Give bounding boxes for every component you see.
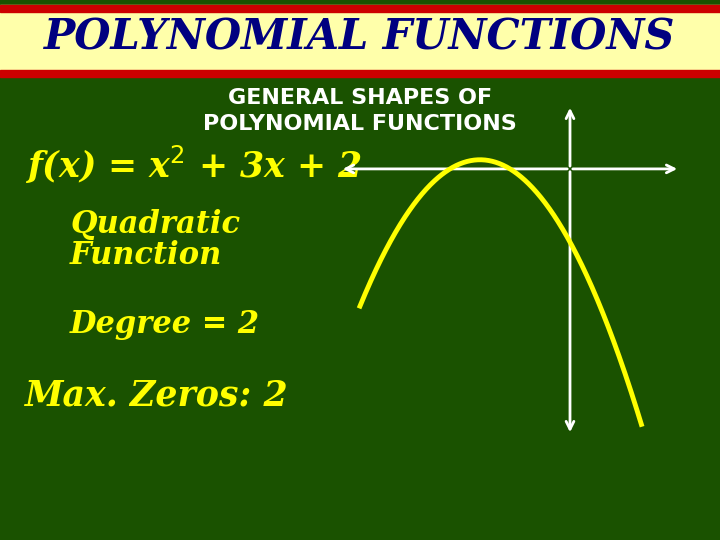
Bar (0, 5, 720, 70)
Text: Function: Function (70, 240, 222, 271)
Text: POLYNOMIAL FUNCTIONS: POLYNOMIAL FUNCTIONS (45, 17, 675, 58)
Bar (0, 5, 720, 12)
Text: Max. Zeros: 2: Max. Zeros: 2 (25, 378, 289, 412)
Text: f(x) = x$^2$ + 3x + 2: f(x) = x$^2$ + 3x + 2 (25, 144, 363, 186)
Text: Degree = 2: Degree = 2 (70, 309, 260, 341)
Text: Quadratic: Quadratic (70, 210, 240, 240)
Bar (0, 70, 720, 77)
Text: GENERAL SHAPES OF: GENERAL SHAPES OF (228, 88, 492, 108)
Text: POLYNOMIAL FUNCTIONS: POLYNOMIAL FUNCTIONS (203, 114, 517, 134)
Bar (0, 0, 720, 5)
